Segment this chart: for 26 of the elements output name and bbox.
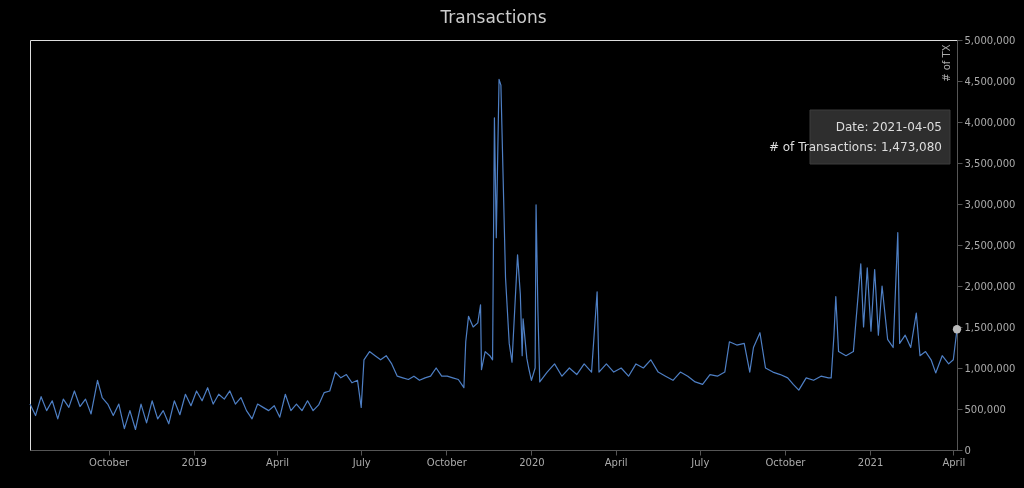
y-tick-label: 1,000,000 [964, 362, 1016, 374]
y-tick-label: 5,000,000 [964, 34, 1016, 46]
x-tick-label: 2019 [181, 456, 207, 468]
y-tick-label: 3,000,000 [964, 198, 1016, 210]
y-tick-label: 2,000,000 [964, 280, 1016, 292]
x-tick-label: October [765, 456, 807, 468]
x-tick-label: April [604, 456, 628, 468]
x-tick-label: April [266, 456, 289, 468]
y-tick-label: 3,500,000 [964, 157, 1016, 169]
y-tick-label: 4,000,000 [964, 116, 1016, 128]
x-tick-label: October [426, 456, 468, 468]
x-tick-label: July [690, 456, 710, 468]
x-tick-label: 2020 [519, 456, 545, 468]
y-tick-label: 1,500,000 [964, 321, 1016, 333]
annotation: Date: 2021-04-05 [835, 120, 942, 134]
y-tick-label: 4,500,000 [964, 75, 1016, 87]
y-tick-label: 2,500,000 [964, 239, 1016, 251]
y-axis-title: # of TX [940, 44, 952, 82]
chart-title: Transactions [439, 7, 547, 27]
x-tick-label: July [351, 456, 371, 468]
x-tick-label: October [89, 456, 131, 468]
y-tick-label: 500,000 [964, 403, 1006, 415]
x-tick-label: 2021 [857, 456, 884, 468]
annotation: # of Transactions: 1,473,080 [768, 140, 942, 154]
x-tick-label: April [942, 456, 966, 468]
y-tick-label: 0 [964, 444, 971, 456]
